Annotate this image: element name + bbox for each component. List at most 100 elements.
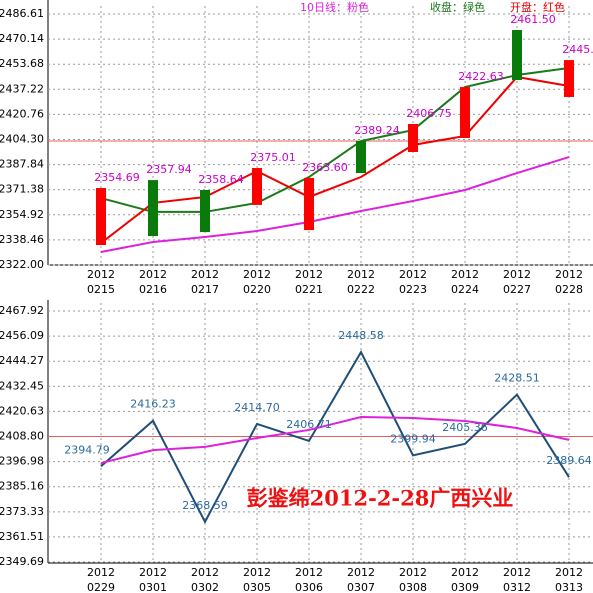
value-label: 2375.01	[250, 151, 296, 164]
value-label: 2461.50	[510, 13, 556, 26]
x-tick-label: 0220	[243, 283, 271, 296]
value-label: 2363.60	[302, 161, 348, 174]
y-tick-label: 2467.92	[0, 304, 44, 317]
value-label: 2394.79	[64, 443, 110, 456]
legend-entry: 10日线：粉色	[300, 0, 369, 14]
x-tick-label: 2012	[503, 566, 531, 579]
x-tick-label: 0302	[191, 581, 219, 593]
value-label: 2389.24	[354, 124, 400, 137]
x-tick-label: 0222	[347, 283, 375, 296]
x-tick-label: 0228	[555, 283, 583, 296]
y-tick-label: 2373.33	[0, 505, 44, 518]
value-label: 2422.63	[458, 70, 504, 83]
value-label: 2389.64	[546, 454, 592, 467]
y-tick-label: 2361.51	[0, 530, 44, 543]
value-label: 2406.71	[286, 418, 332, 431]
y-tick-label: 2404.30	[0, 133, 44, 146]
candle-bar	[460, 87, 470, 138]
x-tick-label: 2012	[399, 268, 427, 281]
x-tick-label: 2012	[191, 566, 219, 579]
legend-entry: 开盘：红色	[510, 0, 565, 14]
legend-entry: 收盘：绿色	[430, 0, 485, 14]
value-label: 2399.94	[390, 432, 436, 445]
x-tick-label: 2012	[555, 268, 583, 281]
annotation: 彭鉴绵2012-2-28广西兴业	[247, 486, 514, 511]
x-tick-label: 0221	[295, 283, 323, 296]
value-label: 2358.64	[198, 173, 244, 186]
x-tick-label: 2012	[399, 566, 427, 579]
candle-bar	[356, 141, 366, 174]
series-line	[100, 415, 570, 465]
x-tick-label: 0217	[191, 283, 219, 296]
x-tick-label: 2012	[87, 268, 115, 281]
y-tick-label: 2420.76	[0, 107, 44, 120]
x-tick-label: 2012	[295, 566, 323, 579]
candle-bar	[200, 189, 210, 233]
candle-bar	[512, 30, 522, 81]
value-label: 2428.51	[494, 372, 540, 385]
x-tick-label: 2012	[243, 268, 271, 281]
y-tick-label: 2396.98	[0, 455, 44, 468]
value-label: 2414.70	[234, 401, 280, 414]
series-line	[100, 156, 570, 254]
y-tick-label: 2470.14	[0, 32, 44, 45]
x-tick-label: 2012	[139, 268, 167, 281]
y-tick-label: 2453.68	[0, 57, 44, 70]
candle-bar	[304, 177, 314, 231]
x-tick-label: 0307	[347, 581, 375, 593]
value-label: 2368.59	[182, 499, 228, 512]
candle-bar	[252, 168, 262, 205]
candle-bar	[408, 123, 418, 153]
x-tick-label: 0309	[451, 581, 479, 593]
value-label: 2406.75	[406, 107, 452, 120]
x-tick-label: 0301	[139, 581, 167, 593]
value-label: 2405.36	[442, 421, 488, 434]
y-tick-label: 2338.46	[0, 233, 44, 246]
x-tick-label: 0308	[399, 581, 427, 593]
candle-bar	[148, 180, 158, 237]
value-label: 2357.94	[146, 163, 192, 176]
y-tick-label: 2371.38	[0, 183, 44, 196]
y-tick-label: 2420.63	[0, 404, 44, 417]
value-label: 2416.23	[130, 398, 176, 411]
series-line	[100, 75, 570, 244]
x-tick-label: 0306	[295, 581, 323, 593]
x-tick-label: 2012	[87, 566, 115, 579]
candle-bar	[564, 60, 574, 97]
x-tick-label: 0224	[451, 283, 479, 296]
value-label: 2354.69	[94, 171, 140, 184]
x-tick-label: 2012	[451, 566, 479, 579]
x-tick-label: 0313	[555, 581, 583, 593]
x-tick-label: 0227	[503, 283, 531, 296]
y-tick-label: 2444.27	[0, 354, 44, 367]
x-tick-label: 2012	[243, 566, 271, 579]
series-line	[100, 349, 570, 525]
y-tick-label: 2456.09	[0, 329, 44, 342]
x-tick-label: 0216	[139, 283, 167, 296]
value-label: 2448.58	[338, 329, 384, 342]
candle-bar	[96, 187, 106, 246]
x-tick-label: 2012	[295, 268, 323, 281]
y-tick-label: 2349.69	[0, 555, 44, 568]
x-tick-label: 0312	[503, 581, 531, 593]
value-label: 2445.24	[562, 43, 593, 56]
x-tick-label: 2012	[451, 268, 479, 281]
y-tick-label: 2408.80	[0, 430, 44, 443]
y-tick-label: 2322.00	[0, 258, 44, 271]
x-tick-label: 0215	[87, 283, 115, 296]
x-tick-label: 2012	[503, 268, 531, 281]
x-tick-label: 0305	[243, 581, 271, 593]
y-tick-label: 2486.61	[0, 7, 44, 20]
x-tick-label: 2012	[347, 268, 375, 281]
series-line	[100, 67, 570, 213]
x-tick-label: 0223	[399, 283, 427, 296]
x-tick-label: 0229	[87, 581, 115, 593]
x-tick-label: 2012	[347, 566, 375, 579]
x-tick-label: 2012	[555, 566, 583, 579]
y-tick-label: 2387.84	[0, 158, 44, 171]
y-tick-label: 2385.16	[0, 480, 44, 493]
y-tick-label: 2437.22	[0, 82, 44, 95]
y-tick-label: 2432.45	[0, 379, 44, 392]
